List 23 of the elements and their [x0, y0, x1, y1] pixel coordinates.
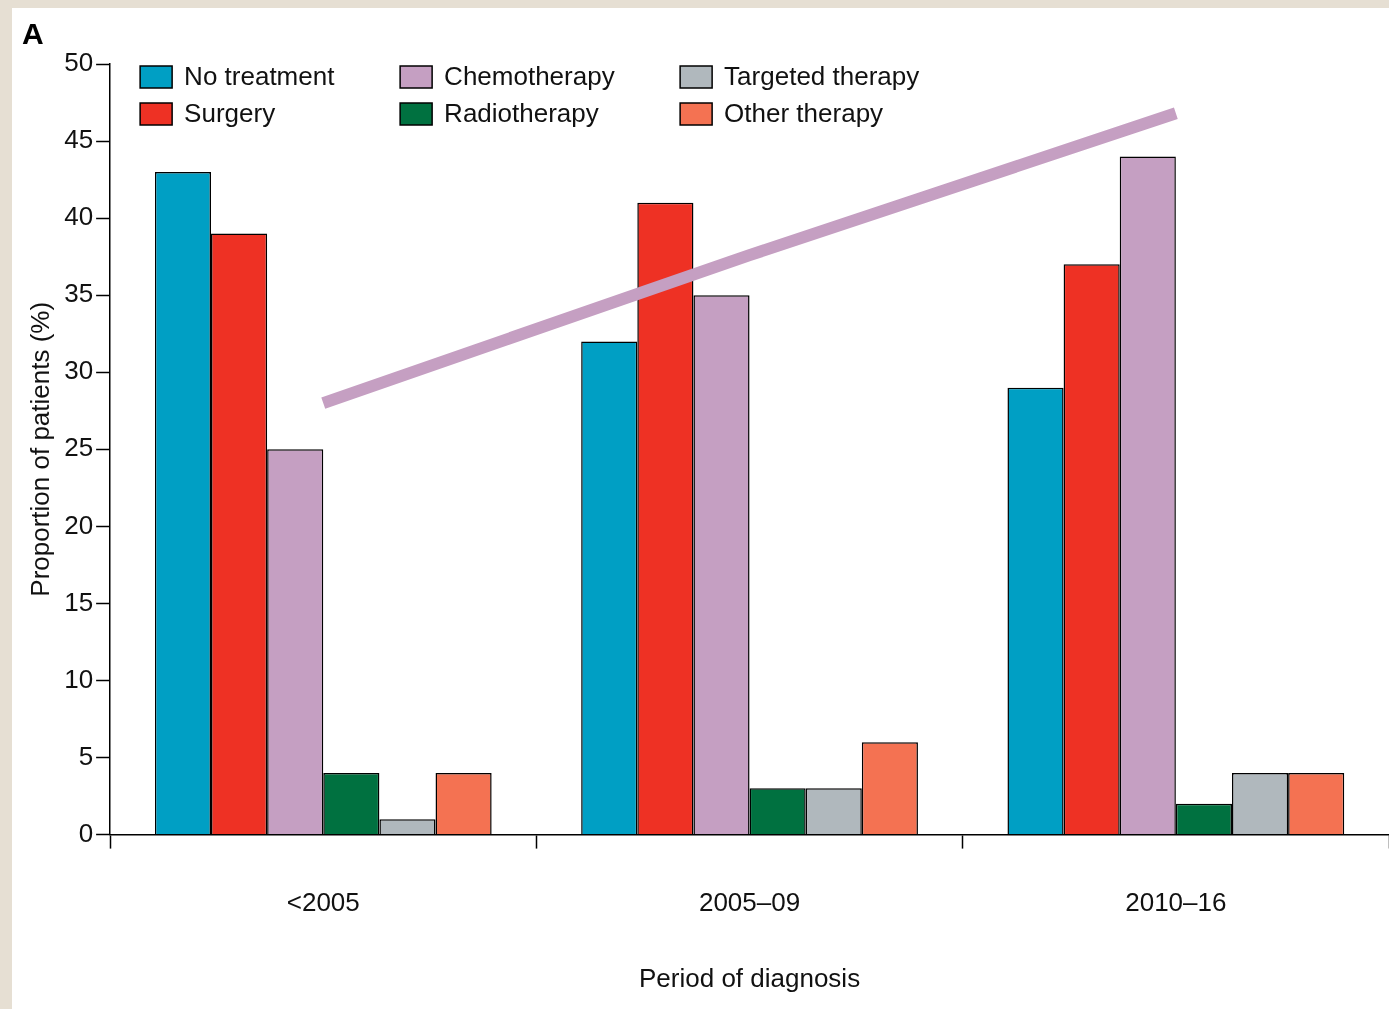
legend-label: Other therapy — [724, 98, 884, 129]
y-tick-label: 25 — [64, 432, 94, 463]
legend-label: No treatment — [184, 61, 336, 92]
x-axis-title: Period of diagnosis — [638, 962, 861, 993]
legend-label: Targeted therapy — [724, 61, 920, 92]
y-tick-label: 35 — [64, 278, 94, 309]
legend-label: Chemotherapy — [444, 61, 615, 92]
y-tick-label: 10 — [64, 663, 94, 694]
y-tick-label: 40 — [64, 201, 94, 232]
chart-title: A — [22, 17, 44, 51]
y-tick-label: 5 — [78, 740, 94, 771]
y-tick-label: 30 — [64, 355, 94, 386]
y-axis-title: Proportion of patients (%) — [24, 301, 55, 597]
y-tick-label: 45 — [64, 124, 94, 155]
x-tick-label: 2010–16 — [1125, 887, 1227, 918]
y-tick-label: 15 — [64, 586, 94, 617]
legend-label: Surgery — [184, 98, 276, 129]
x-tick-label: 2005–09 — [698, 887, 801, 918]
y-tick-label: 0 — [78, 817, 94, 848]
y-tick-label: 50 — [64, 47, 94, 78]
x-tick-label: <2005 — [286, 887, 360, 918]
y-tick-label: 20 — [64, 509, 94, 540]
legend-label: Radiotherapy — [444, 98, 599, 129]
